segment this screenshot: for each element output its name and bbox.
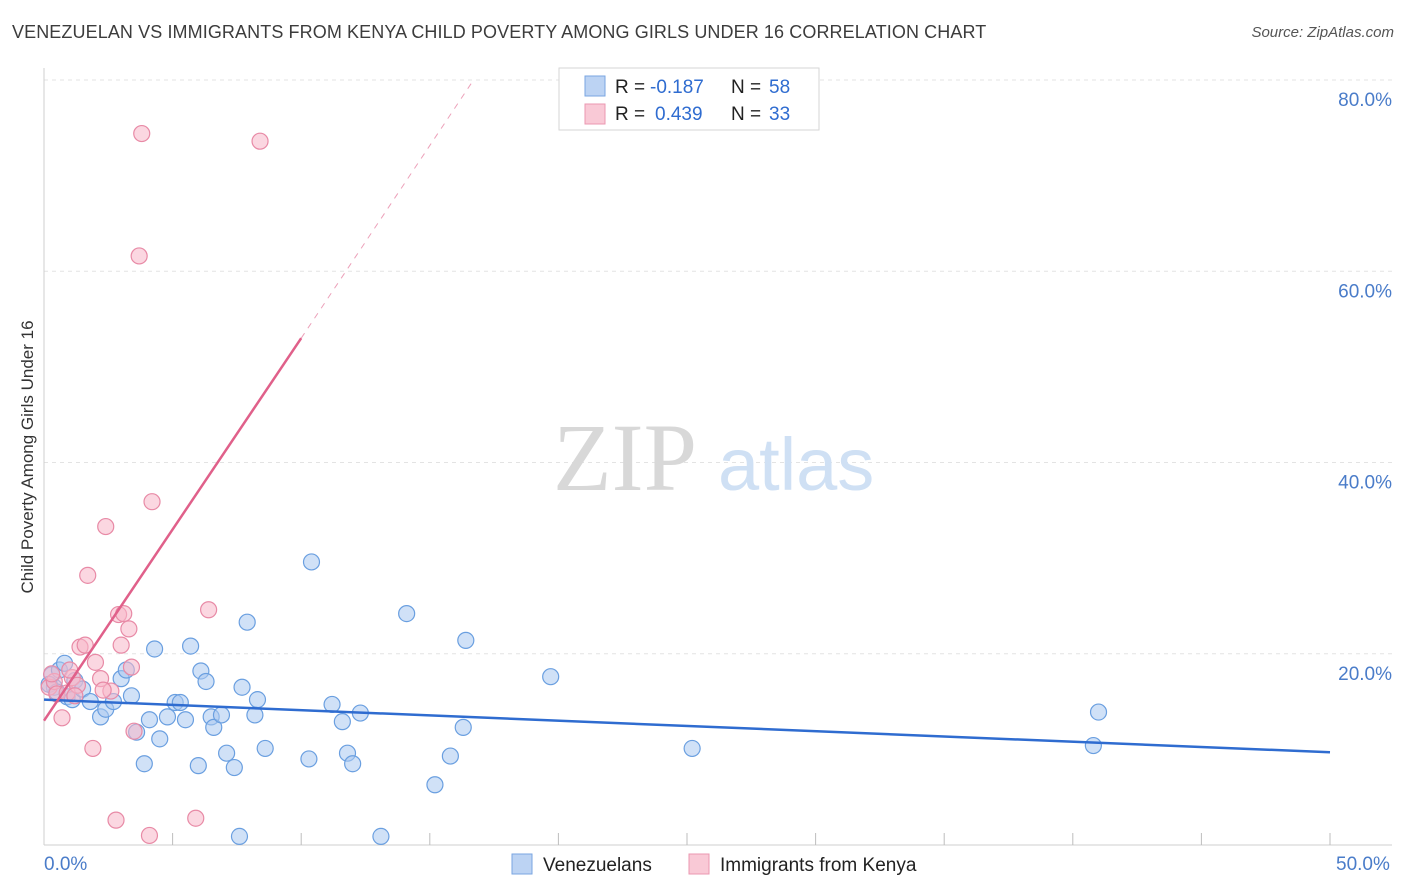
point-kenya: [130, 247, 148, 265]
gridlines: [44, 79, 1392, 655]
point-venezuelans: [454, 718, 472, 736]
point-venezuelans: [225, 758, 243, 777]
point-venezuelans: [135, 755, 153, 773]
point-kenya: [200, 601, 218, 619]
watermark: ZIP atlas: [553, 404, 874, 511]
point-venezuelans: [182, 637, 200, 655]
point-kenya: [84, 739, 102, 758]
series-kenya: [40, 124, 269, 845]
point-venezuelans: [683, 739, 701, 758]
point-venezuelans: [302, 553, 321, 571]
point-kenya: [107, 811, 125, 829]
legend-r-value-1: -0.187: [650, 77, 704, 98]
y-tick-label: 80.0%: [1338, 90, 1392, 111]
point-kenya: [43, 665, 61, 683]
legend-n-value-1: 58: [769, 77, 790, 98]
source-label: Source: ZipAtlas.com: [1251, 24, 1394, 41]
point-venezuelans: [233, 678, 251, 696]
point-venezuelans: [248, 691, 267, 709]
legend-n-label-2: N =: [731, 104, 761, 125]
point-kenya: [143, 493, 161, 511]
x-tick-label-min: 0.0%: [44, 854, 87, 875]
trend-line-venezuelans: [43, 698, 1331, 754]
trend-line-kenya: [42, 337, 303, 722]
point-venezuelans: [344, 755, 362, 773]
point-venezuelans: [372, 827, 390, 845]
point-venezuelans: [230, 827, 249, 845]
point-kenya: [86, 653, 105, 671]
y-tick-labels: 20.0% 40.0% 60.0% 80.0%: [1338, 90, 1392, 685]
point-venezuelans: [238, 613, 256, 631]
point-venezuelans: [256, 739, 274, 758]
point-kenya: [94, 681, 112, 699]
series-legend-swatch-venezuelans: [511, 853, 533, 875]
y-tick-label: 60.0%: [1338, 281, 1392, 302]
point-kenya: [187, 809, 205, 827]
point-venezuelans: [1084, 736, 1102, 755]
point-kenya: [76, 636, 94, 654]
point-venezuelans: [140, 711, 159, 729]
point-kenya: [125, 722, 143, 740]
point-venezuelans: [158, 708, 177, 726]
point-kenya: [133, 124, 151, 143]
axes: [43, 68, 1392, 846]
point-venezuelans: [205, 718, 223, 736]
series-legend: Venezuelans Immigrants from Kenya: [511, 853, 917, 876]
y-tick-label: 20.0%: [1338, 664, 1392, 685]
point-venezuelans: [189, 757, 207, 775]
legend-r-value-2: 0.439: [655, 104, 703, 125]
point-venezuelans: [1089, 703, 1108, 721]
point-kenya: [140, 826, 159, 845]
point-venezuelans: [426, 776, 444, 794]
point-venezuelans: [457, 631, 475, 649]
point-kenya: [53, 709, 71, 727]
legend-swatch-venezuelans: [584, 75, 606, 97]
series-venezuelans: [40, 553, 1108, 845]
watermark-atlas: atlas: [718, 423, 874, 506]
point-kenya: [112, 636, 130, 654]
correlation-legend: R = -0.187 N = 58 R = 0.439 N = 33: [558, 67, 820, 131]
point-kenya: [120, 620, 138, 638]
trend-line-kenya-extension: [300, 79, 474, 339]
point-venezuelans: [122, 687, 141, 705]
point-venezuelans: [197, 672, 215, 691]
y-axis-label: Child Poverty Among Girls Under 16: [18, 320, 37, 593]
point-venezuelans: [441, 747, 459, 765]
legend-r-label-1: R =: [615, 77, 645, 98]
point-kenya: [251, 132, 269, 150]
point-venezuelans: [212, 706, 231, 724]
point-venezuelans: [398, 604, 416, 623]
x-tick-label-max: 50.0%: [1336, 854, 1390, 875]
point-venezuelans: [218, 744, 236, 762]
legend-n-value-2: 33: [769, 104, 790, 125]
point-kenya: [115, 604, 133, 623]
x-ticks: [172, 833, 1331, 845]
series-legend-label-kenya: Immigrants from Kenya: [720, 855, 917, 876]
point-venezuelans: [542, 668, 560, 686]
point-kenya: [97, 517, 115, 536]
point-venezuelans: [176, 711, 195, 729]
point-kenya: [122, 658, 141, 676]
y-tick-label: 40.0%: [1338, 473, 1392, 494]
legend-n-label-1: N =: [731, 77, 761, 98]
trend-lines: [42, 79, 1331, 754]
chart-title: VENEZUELAN VS IMMIGRANTS FROM KENYA CHIL…: [12, 22, 987, 42]
point-venezuelans: [171, 693, 189, 712]
legend-r-label-2: R =: [615, 104, 645, 125]
point-venezuelans: [151, 730, 169, 748]
point-kenya: [79, 566, 97, 584]
series-legend-label-venezuelans: Venezuelans: [543, 855, 652, 876]
point-venezuelans: [333, 713, 351, 731]
watermark-zip: ZIP: [553, 404, 697, 511]
legend-swatch-kenya: [584, 103, 606, 125]
series-legend-swatch-kenya: [688, 853, 710, 875]
point-venezuelans: [300, 750, 318, 768]
point-venezuelans: [145, 640, 164, 658]
